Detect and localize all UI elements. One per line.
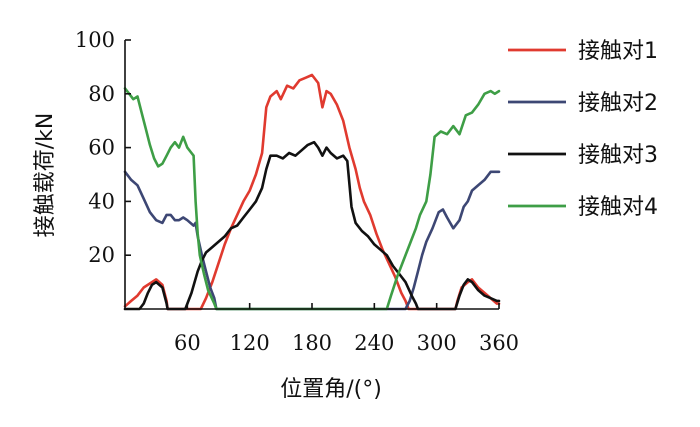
- y-tick-label: 80: [88, 82, 115, 106]
- y-axis-title: 接触载荷/kN: [33, 113, 58, 238]
- series-line-1: [123, 73, 501, 311]
- series-line-4: [123, 87, 501, 311]
- x-tick-label: 180: [292, 331, 332, 355]
- x-axis-title: 位置角/(°): [280, 377, 382, 402]
- y-ticks: 20 40 60 80 100: [75, 28, 131, 267]
- series-line-3: [123, 140, 501, 311]
- x-tick-label: 120: [230, 331, 270, 355]
- legend-label-2: 接触对2: [578, 91, 658, 116]
- x-tick-label: 300: [417, 331, 457, 355]
- y-tick-label: 20: [88, 243, 115, 267]
- y-tick-label: 100: [75, 28, 115, 52]
- x-tick-label: 360: [479, 331, 519, 355]
- legend-label-1: 接触对1: [578, 39, 658, 64]
- plot-lines: [123, 73, 501, 311]
- x-ticks: 60 120 180 240 300 360: [174, 303, 519, 355]
- legend-label-4: 接触对4: [578, 195, 658, 220]
- series-line-2: [123, 170, 501, 311]
- axes: [124, 40, 499, 310]
- legend: 接触对1 接触对2 接触对3 接触对4: [508, 39, 658, 220]
- y-tick-label: 40: [88, 189, 115, 213]
- legend-label-3: 接触对3: [578, 143, 658, 168]
- y-tick-label: 60: [88, 136, 115, 160]
- x-tick-label: 240: [354, 331, 394, 355]
- x-tick-label: 60: [174, 331, 201, 355]
